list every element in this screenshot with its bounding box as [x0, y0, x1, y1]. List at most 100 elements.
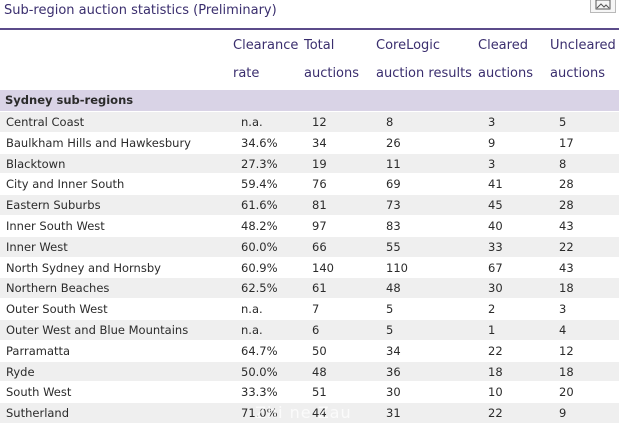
- cell-clearance-rate: 34.6%: [241, 135, 278, 150]
- cell-cleared: 40: [488, 218, 503, 233]
- cell-total-auctions: 50: [312, 343, 327, 358]
- cell-corelogic-results: 31: [386, 406, 401, 421]
- table-row: North Sydney and Hornsby 60.9% 140 110 67 43: [0, 257, 619, 279]
- cell-corelogic-results: 83: [386, 218, 401, 233]
- cell-clearance-rate: 62.5%: [241, 281, 278, 296]
- table-row: South West 33.3% 51 30 10 20: [0, 382, 619, 404]
- cell-uncleared: 43: [559, 260, 574, 275]
- cell-corelogic-results: 34: [386, 343, 401, 358]
- cell-cleared: 41: [488, 177, 503, 192]
- cell-region: Parramatta: [6, 343, 71, 358]
- image-icon[interactable]: [590, 0, 616, 13]
- cell-clearance-rate: 27.3%: [241, 156, 278, 171]
- table-header: Clearance rate Total auctions CoreLogic auc…: [0, 32, 619, 88]
- cell-region: Sutherland: [6, 406, 70, 421]
- cell-cleared: 18: [488, 364, 503, 379]
- cell-uncleared: 43: [559, 218, 574, 233]
- table-row: Ryde 50.0% 48 36 18 18: [0, 361, 619, 383]
- cell-total-auctions: 44: [312, 406, 327, 421]
- cell-region: North Sydney and Hornsby: [6, 260, 161, 275]
- cell-uncleared: 20: [559, 385, 574, 400]
- cell-total-auctions: 12: [312, 115, 327, 129]
- header-uncleared-auctions: Uncleared auctions: [550, 38, 616, 81]
- cell-region: South West: [6, 385, 72, 400]
- cell-uncleared: 18: [559, 281, 574, 296]
- cell-corelogic-results: 5: [386, 322, 394, 337]
- cell-uncleared: 28: [559, 177, 574, 192]
- cell-clearance-rate: 60.9%: [241, 260, 278, 275]
- cell-cleared: 67: [488, 260, 503, 275]
- cell-total-auctions: 61: [312, 281, 327, 296]
- table-row: Outer South West n.a. 7 5 2 3: [0, 299, 619, 320]
- cell-clearance-rate: n.a.: [241, 322, 263, 337]
- cell-total-auctions: 7: [312, 302, 320, 317]
- cell-cleared: 2: [488, 302, 496, 317]
- cell-total-auctions: 6: [312, 322, 320, 337]
- table-row: Baulkham Hills and Hawkesbury 34.6% 34 26 9 1…: [0, 132, 619, 154]
- table-row: Parramatta 64.7% 50 34 22 12: [0, 340, 619, 362]
- table-row: City and Inner South 59.4% 76 69 41 28: [0, 174, 619, 196]
- cell-clearance-rate: n.a.: [241, 115, 263, 129]
- cell-corelogic-results: 55: [386, 239, 401, 254]
- cell-total-auctions: 34: [312, 135, 327, 150]
- cell-cleared: 45: [488, 198, 503, 213]
- cell-corelogic-results: 26: [386, 135, 401, 150]
- cell-cleared: 22: [488, 343, 503, 358]
- cell-total-auctions: 51: [312, 385, 327, 400]
- cell-region: Ryde: [6, 364, 35, 379]
- image-icon-glyph: [595, 0, 611, 10]
- cell-uncleared: 28: [559, 198, 574, 213]
- cell-uncleared: 22: [559, 239, 574, 254]
- cell-clearance-rate: n.a.: [241, 302, 263, 317]
- table-row: Inner South West 48.2% 97 83 40 43: [0, 215, 619, 237]
- table-row: Sutherland 71.0% 44 31 22 9: [0, 403, 619, 424]
- cell-region: Central Coast: [6, 115, 85, 129]
- cell-clearance-rate: 61.6%: [241, 198, 278, 213]
- header-clearance-rate: Clearance rate: [233, 38, 299, 81]
- cell-corelogic-results: 73: [386, 198, 401, 213]
- table-row: Northern Beaches 62.5% 61 48 30 18: [0, 278, 619, 300]
- cell-corelogic-results: 36: [386, 364, 401, 379]
- header-rule: [0, 28, 619, 30]
- table-row: Eastern Suburbs 61.6% 81 73 45 28: [0, 195, 619, 216]
- cell-clearance-rate: 50.0%: [241, 364, 278, 379]
- cell-corelogic-results: 48: [386, 281, 401, 296]
- cell-corelogic-results: 11: [386, 156, 401, 171]
- cell-region: Inner South West: [6, 218, 105, 233]
- cell-total-auctions: 48: [312, 364, 327, 379]
- cell-region: Baulkham Hills and Hawkesbury: [6, 135, 191, 150]
- cell-cleared: 10: [488, 385, 503, 400]
- cell-corelogic-results: 8: [386, 115, 394, 129]
- table-body: Central Coast n.a. 12 8 3 5 Baulkham Hills and…: [0, 112, 619, 424]
- cell-uncleared: 17: [559, 135, 574, 150]
- cell-cleared: 22: [488, 406, 503, 421]
- cell-uncleared: 12: [559, 343, 574, 358]
- cell-total-auctions: 140: [312, 260, 334, 275]
- cell-cleared: 3: [488, 156, 496, 171]
- cell-region: Northern Beaches: [6, 281, 110, 296]
- page-title: Sub-region auction statistics (Prelimina…: [4, 3, 277, 18]
- cell-region: Outer South West: [6, 302, 108, 317]
- table-row: Blacktown 27.3% 19 11 3 8: [0, 153, 619, 175]
- table-row: Central Coast n.a. 12 8 3 5: [0, 112, 619, 133]
- cell-uncleared: 9: [559, 406, 567, 421]
- cell-uncleared: 18: [559, 364, 574, 379]
- cell-region: Eastern Suburbs: [6, 198, 101, 213]
- cell-clearance-rate: 33.3%: [241, 385, 278, 400]
- cell-total-auctions: 76: [312, 177, 327, 192]
- cell-corelogic-results: 5: [386, 302, 394, 317]
- cell-clearance-rate: 60.0%: [241, 239, 278, 254]
- cell-cleared: 33: [488, 239, 503, 254]
- cell-total-auctions: 81: [312, 198, 327, 213]
- cell-total-auctions: 19: [312, 156, 327, 171]
- table-row: Inner West 60.0% 66 55 33 22: [0, 236, 619, 258]
- cell-region: Blacktown: [6, 156, 66, 171]
- cell-clearance-rate: 59.4%: [241, 177, 278, 192]
- cell-corelogic-results: 110: [386, 260, 408, 275]
- cell-total-auctions: 66: [312, 239, 327, 254]
- cell-cleared: 30: [488, 281, 503, 296]
- cell-cleared: 3: [488, 115, 496, 129]
- cell-corelogic-results: 69: [386, 177, 401, 192]
- cell-cleared: 1: [488, 322, 496, 337]
- cell-cleared: 9: [488, 135, 496, 150]
